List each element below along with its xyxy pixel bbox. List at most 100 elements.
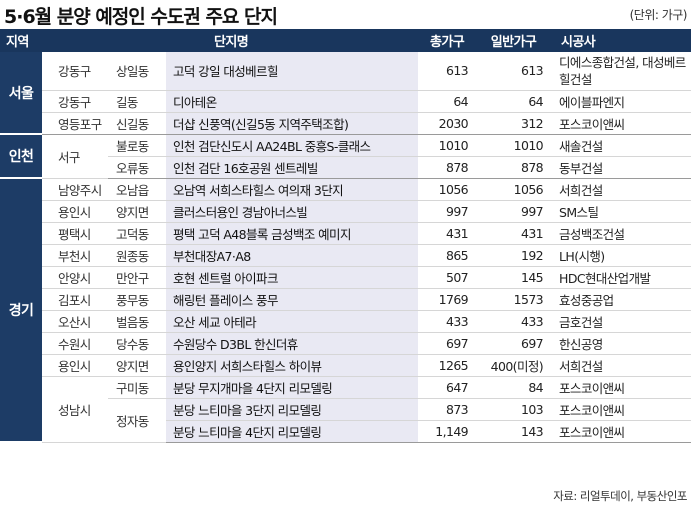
header-region: 지역	[0, 29, 42, 52]
general-cell: 1573	[476, 288, 552, 311]
table-row: 오류동 인천 검단 16호공원 센트레빌 878 878 동부건설	[0, 156, 691, 179]
table-row: 부천시 원종동 부천대장A7·A8 865 192 LH(시행)	[0, 244, 691, 267]
table-row: 경기 남양주시 오남읍 오남역 서희스타힐스 여의재 3단지 1056 1056…	[0, 178, 691, 443]
total-cell: 1010	[418, 134, 477, 157]
dong-cell: 당수동	[108, 332, 166, 355]
complex-cell: 분당 느티마을 3단지 리모델링	[166, 398, 419, 421]
dong-cell: 길동	[108, 90, 166, 113]
region-incheon: 인천	[0, 134, 42, 179]
city-cell: 남양주시	[42, 178, 108, 201]
apartment-table: 지역 단지명 총가구 일반가구 시공사 서울 강동구 상일동 고덕 강일 대성베…	[0, 29, 691, 443]
complex-cell: 인천 검단신도시 AA24BL 중흥S-클래스	[166, 134, 419, 157]
general-cell: 145	[476, 266, 552, 289]
table-header: 지역 단지명 총가구 일반가구 시공사	[0, 29, 691, 52]
total-cell: 431	[418, 222, 477, 245]
table-row: 평택시 고덕동 평택 고덕 A48블록 금성백조 예미지 431 431 금성백…	[0, 222, 691, 245]
general-cell: 64	[476, 90, 552, 113]
total-cell: 433	[418, 310, 477, 333]
page-title: 5·6월 분양 예정인 수도권 주요 단지	[4, 6, 278, 28]
general-cell: 613	[476, 52, 552, 91]
dong-cell: 만안구	[108, 266, 166, 289]
company-cell: LH(시행)	[551, 244, 691, 267]
general-cell: 433	[476, 310, 552, 333]
dong-cell: 구미동	[108, 376, 166, 399]
complex-cell: 해링턴 플레이스 풍무	[166, 288, 419, 311]
city-cell: 용인시	[42, 354, 108, 377]
general-cell: 312	[476, 112, 552, 135]
company-cell: 디에스종합건설, 대성베르힐건설	[551, 52, 691, 91]
company-cell: 한신공영	[551, 332, 691, 355]
table-row: 김포시 풍무동 해링턴 플레이스 풍무 1769 1573 효성중공업	[0, 288, 691, 311]
general-cell: 192	[476, 244, 552, 267]
table-row: 정자동 분당 느티마을 3단지 리모델링 873 103 포스코이앤씨	[0, 398, 691, 443]
city-cell: 성남시	[42, 376, 108, 443]
company-cell: 에이블파엔지	[551, 90, 691, 113]
company-cell: HDC현대산업개발	[551, 266, 691, 289]
total-cell: 997	[418, 200, 477, 223]
general-cell: 1056	[476, 178, 552, 201]
complex-cell: 분당 느티마을 4단지 리모델링	[166, 420, 419, 443]
total-cell: 2030	[418, 112, 477, 135]
table-row: 안양시 만안구 호현 센트럴 아이파크 507 145 HDC현대산업개발	[0, 266, 691, 289]
total-cell: 1265	[418, 354, 477, 377]
complex-cell: 클러스터용인 경남아너스빌	[166, 200, 419, 223]
total-cell: 865	[418, 244, 477, 267]
dong-cell: 고덕동	[108, 222, 166, 245]
company-cell: 서희건설	[551, 178, 691, 201]
city-cell: 김포시	[42, 288, 108, 311]
table-row: 영등포구 신길동 더샵 신풍역(신길5동 지역주택조합) 2030 312 포스…	[0, 112, 691, 135]
table-row: 강동구 길동 디아테온 64 64 에이블파엔지	[0, 90, 691, 113]
total-cell: 1056	[418, 178, 477, 201]
source-note: 자료: 리얼투데이, 부동산인포	[553, 489, 687, 503]
total-cell: 647	[418, 376, 477, 399]
company-cell: 서희건설	[551, 354, 691, 377]
complex-cell: 오남역 서희스타힐스 여의재 3단지	[166, 178, 419, 201]
table-row: 성남시 구미동 분당 무지개마을 4단지 리모델링 647 84 포스코이앤씨	[0, 376, 691, 443]
complex-cell: 더샵 신풍역(신길5동 지역주택조합)	[166, 112, 419, 135]
unit-note: (단위: 가구)	[629, 8, 688, 22]
city-cell: 영등포구	[42, 112, 108, 135]
table-row: 서울 강동구 상일동 고덕 강일 대성베르힐 613 613 디에스종합건설, …	[0, 52, 691, 135]
dong-cell: 오남읍	[108, 178, 166, 201]
general-cell: 103	[476, 398, 552, 421]
dong-cell: 풍무동	[108, 288, 166, 311]
complex-cell: 오산 세교 아테라	[166, 310, 419, 333]
table-row: 수원시 당수동 수원당수 D3BL 한신더휴 697 697 한신공영	[0, 332, 691, 355]
city-cell: 수원시	[42, 332, 108, 355]
general-cell: 431	[476, 222, 552, 245]
dong-cell: 벌음동	[108, 310, 166, 333]
dong-cell: 원종동	[108, 244, 166, 267]
city-cell: 강동구	[42, 52, 108, 91]
company-cell: SM스틸	[551, 200, 691, 223]
general-cell: 143	[476, 420, 552, 443]
company-cell: 포스코이앤씨	[551, 376, 691, 399]
total-cell: 64	[418, 90, 477, 113]
total-cell: 613	[418, 52, 477, 91]
dong-cell: 오류동	[108, 156, 166, 179]
general-cell: 84	[476, 376, 552, 399]
dong-cell: 양지면	[108, 354, 166, 377]
city-cell: 서구	[42, 134, 108, 179]
company-cell: 금성백조건설	[551, 222, 691, 245]
dong-cell: 불로동	[108, 134, 166, 157]
general-cell: 697	[476, 332, 552, 355]
dong-cell: 양지면	[108, 200, 166, 223]
total-cell: 1,149	[418, 420, 477, 443]
table-row: 인천 서구 불로동 인천 검단신도시 AA24BL 중흥S-클래스 1010 1…	[0, 134, 691, 179]
city-cell: 안양시	[42, 266, 108, 289]
general-cell: 997	[476, 200, 552, 223]
table-row: 분당 느티마을 4단지 리모델링 1,149 143 포스코이앤씨	[0, 420, 691, 443]
header-general: 일반가구	[476, 29, 552, 52]
complex-cell: 부천대장A7·A8	[166, 244, 419, 267]
total-cell: 1769	[418, 288, 477, 311]
table-row: 용인시 양지면 용인양지 서희스타힐스 하이뷰 1265 400(미정) 서희건…	[0, 354, 691, 377]
header-total: 총가구	[418, 29, 477, 52]
total-cell: 697	[418, 332, 477, 355]
total-cell: 507	[418, 266, 477, 289]
complex-cell: 디아테온	[166, 90, 419, 113]
company-cell: 동부건설	[551, 156, 691, 179]
total-cell: 873	[418, 398, 477, 421]
complex-cell: 평택 고덕 A48블록 금성백조 예미지	[166, 222, 419, 245]
company-cell: 포스코이앤씨	[551, 112, 691, 135]
complex-cell: 분당 무지개마을 4단지 리모델링	[166, 376, 419, 399]
